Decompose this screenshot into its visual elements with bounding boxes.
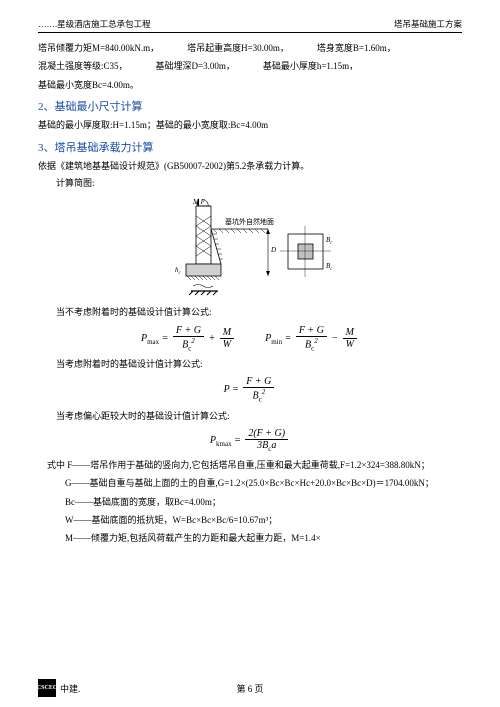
- section-3-title: 3、塔吊基础承载力计算: [38, 139, 462, 155]
- section-3-intro: 依据《建筑地基基础设计规范》(GB50007-2002)第5.2条承载力计算。: [38, 159, 462, 173]
- section-2-line: 基础的最小厚度取:H=1.15m；基础的最小宽度取:Bc=4.00m: [38, 118, 462, 132]
- formula-3-caption: 当考虑偏心距较大时的基础设计值计算公式:: [38, 409, 462, 423]
- formula-1: Pmax = F + GBc2 + MW Pmin = F + GBc2 − M…: [38, 325, 462, 352]
- p-H: 塔吊起重高度H=30.00m，: [187, 41, 289, 55]
- label-hc: hc: [175, 266, 182, 276]
- explain-F: 式中 F——塔吊作用于基础的竖向力,它包括塔吊自重,压重和最大起重荷载,F=1.…: [38, 458, 462, 473]
- calculation-diagram: M F 基坑外自然地面 hc D Bc Bc: [163, 194, 338, 299]
- header-right: 塔吊基础施工方案: [394, 18, 462, 30]
- p-B: 塔身宽度B=1.60m，: [317, 41, 396, 55]
- header-left: …….星级酒店施工总承包工程: [38, 18, 151, 30]
- brand-name: 中建.: [60, 682, 80, 695]
- p-h: 基础最小厚度h=1.15m，: [263, 59, 358, 73]
- diagram-caption: 计算简图:: [38, 176, 462, 190]
- explain-W: W——基础底面的抵抗矩，W=Bc×Bc×Bc/6=10.67m³；: [38, 513, 462, 528]
- formula-2-caption: 当考虑附着时的基础设计值计算公式:: [38, 357, 462, 371]
- explain-G: G——基础自重与基础上面的土的自重,G=1.2×(25.0×Bc×Bc×Hc+2…: [38, 476, 462, 491]
- param-row-2: 混凝土强度等级:C35， 基础埋深D=3.00m， 基础最小厚度h=1.15m，: [38, 59, 462, 73]
- explain-M: M——倾覆力矩,包括风荷载产生的力距和最大起重力距，M=1.4×: [38, 531, 462, 546]
- param-row-1: 塔吊倾覆力矩M=840.00kN.m， 塔吊起重高度H=30.00m， 塔身宽度…: [38, 41, 462, 55]
- p-D: 基础埋深D=3.00m，: [156, 59, 235, 73]
- explain-Bc: Bc——基础底面的宽度，取Bc=4.00m；: [38, 495, 462, 510]
- p-C35: 混凝土强度等级:C35，: [38, 59, 128, 73]
- formula-2: P = F + GBc2: [38, 376, 462, 403]
- p-Bc: 基础最小宽度Bc=4.00m。: [38, 78, 139, 92]
- brand-logo: CSCEC: [38, 679, 56, 697]
- formula-3: Pkmax = 2(F + G)3Bca: [38, 428, 462, 453]
- footer: CSCEC 中建. 第 6 页: [38, 679, 462, 697]
- page-number: 第 6 页: [236, 682, 263, 695]
- section-2-title: 2、基础最小尺寸计算: [38, 98, 462, 114]
- p-M: 塔吊倾覆力矩M=840.00kN.m，: [38, 41, 159, 55]
- formula-1-caption: 当不考虑附着时的基础设计值计算公式:: [38, 305, 462, 319]
- label-ground: 基坑外自然地面: [225, 217, 274, 226]
- param-row-3: 基础最小宽度Bc=4.00m。: [38, 78, 462, 92]
- label-Bc-top: Bc: [326, 236, 333, 246]
- label-D: D: [270, 246, 276, 254]
- label-Bc-bot: Bc: [326, 262, 333, 272]
